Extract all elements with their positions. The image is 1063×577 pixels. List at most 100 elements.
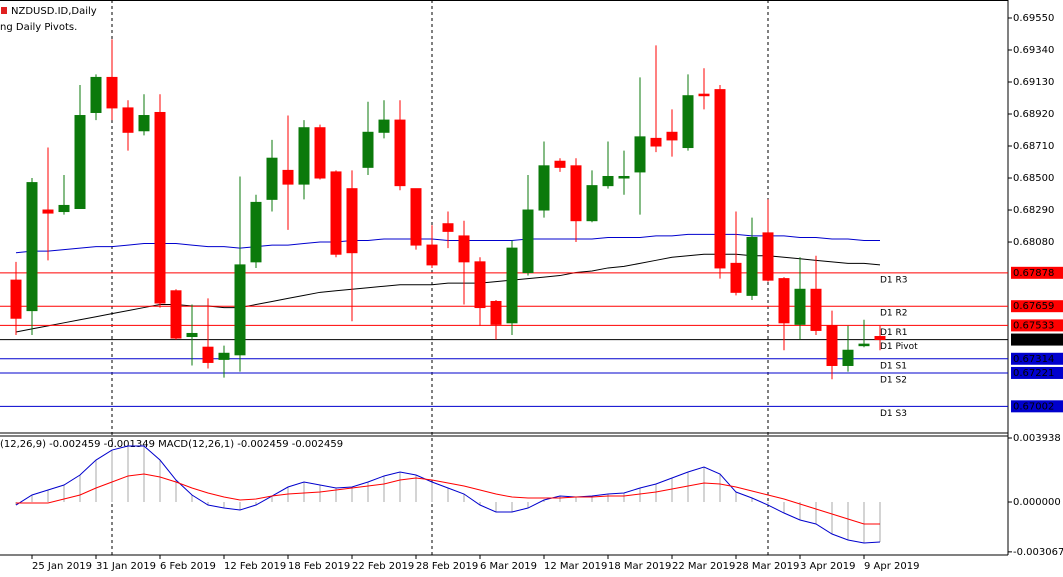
candle-body [10,279,22,319]
candle-body [170,290,182,339]
x-tick-label: 9 Apr 2019 [864,561,919,572]
y-tick-label: 0.68080 [1013,237,1054,248]
candle-body [586,185,598,222]
price-label-box [1011,266,1063,279]
pivot-label: D1 R1 [880,328,908,338]
candle-body [634,136,646,173]
x-tick-label: 3 Apr 2019 [800,561,855,572]
candle-body [602,175,614,187]
candle-body [90,76,102,113]
candle-body [570,165,582,222]
candle-body [138,115,150,132]
y-tick-label: -0.003067 [1013,547,1063,558]
candle-body [122,107,134,133]
price-label: 0.67659 [1013,301,1054,312]
y-tick-label: 0.000000 [1013,497,1061,508]
pivot-label: D1 S1 [880,361,907,371]
candle-body [378,119,390,133]
candle-body [346,188,358,254]
candle-body [490,300,502,325]
symbol-icon [1,7,7,14]
x-tick-label: 6 Mar 2019 [480,561,537,572]
candle-body [826,325,838,366]
candle-body [186,332,198,338]
candle-body [234,264,246,356]
price-label-box [1011,333,1063,346]
price-label-box [1011,366,1063,379]
macd-line [15,445,881,544]
price-label-box [1011,352,1063,365]
candle-body [682,95,694,149]
x-tick-label: 12 Feb 2019 [224,561,286,572]
candle-body [522,209,534,274]
candle-body [154,111,166,304]
candle-body [666,131,678,141]
pivot-label: D1 S2 [880,375,907,385]
pivot-label: D1 S3 [880,409,907,419]
price-label: 0.67314 [1013,354,1054,365]
x-tick-label: 31 Jan 2019 [96,561,156,572]
candle-body [394,119,406,187]
x-tick-label: 6 Feb 2019 [160,561,216,572]
candle-body [730,262,742,293]
price-label: 0.67878 [1013,268,1054,279]
candle-body [314,127,326,179]
macd-title: (12,26,9) -0.002459 -0.001349 MACD(12,26… [0,439,343,450]
candle-body [794,288,806,325]
candle-body [698,93,710,97]
x-tick-label: 12 Mar 2019 [544,561,607,572]
candle-body [442,223,454,232]
x-tick-label: 18 Feb 2019 [288,561,350,572]
x-tick-label: 28 Mar 2019 [736,561,799,572]
price-label-box [1011,400,1063,413]
candle-body [650,137,662,147]
price-label-box [1011,319,1063,332]
candle-body [58,204,70,213]
y-tick-label: 0.68500 [1013,173,1054,184]
candle-body [410,188,422,246]
price-label: 0.67533 [1013,320,1054,331]
candle-body [266,157,278,200]
candle-body [426,244,438,266]
pivot-label: D1 Pivot [880,342,918,352]
candle-body [874,336,886,341]
y-tick-label: 0.69340 [1013,45,1054,56]
macd-line [16,473,881,525]
price-label: 0.67221 [1013,368,1054,379]
candle-body [218,352,230,360]
price-label-box [1011,300,1063,313]
y-tick-label: 0.69130 [1013,77,1054,88]
y-tick-label: 0.69550 [1013,13,1054,24]
candle-body [810,288,822,331]
candle-body [42,209,54,214]
candle-body [202,346,214,363]
candle-body [762,232,774,281]
candle-body [26,182,38,312]
candle-body [250,201,262,263]
candle-body [74,115,86,209]
x-tick-label: 22 Mar 2019 [672,561,735,572]
price-label: 0.67002 [1013,401,1054,412]
candle-body [746,236,758,296]
pivot-label: D1 R3 [880,275,908,285]
y-tick-label: 0.003938 [1013,433,1061,444]
candle-body [618,175,630,179]
candle-body [282,169,294,185]
candle-body [298,127,310,185]
candle-body [362,131,374,168]
candle-body [506,247,518,324]
candle-body [858,343,870,347]
candle-body [714,89,726,269]
y-tick-label: 0.68920 [1013,109,1054,120]
pivot-label: D1 R2 [880,309,908,319]
chart-title: NZDUSD.ID,Daily [11,6,97,17]
candle-body [474,261,486,309]
candle-body [330,171,342,255]
candle-body [778,278,790,324]
x-tick-label: 25 Jan 2019 [32,561,92,572]
candle-body [554,160,566,168]
candle-body [106,76,118,109]
indicator-name: ng Daily Pivots. [0,22,77,33]
